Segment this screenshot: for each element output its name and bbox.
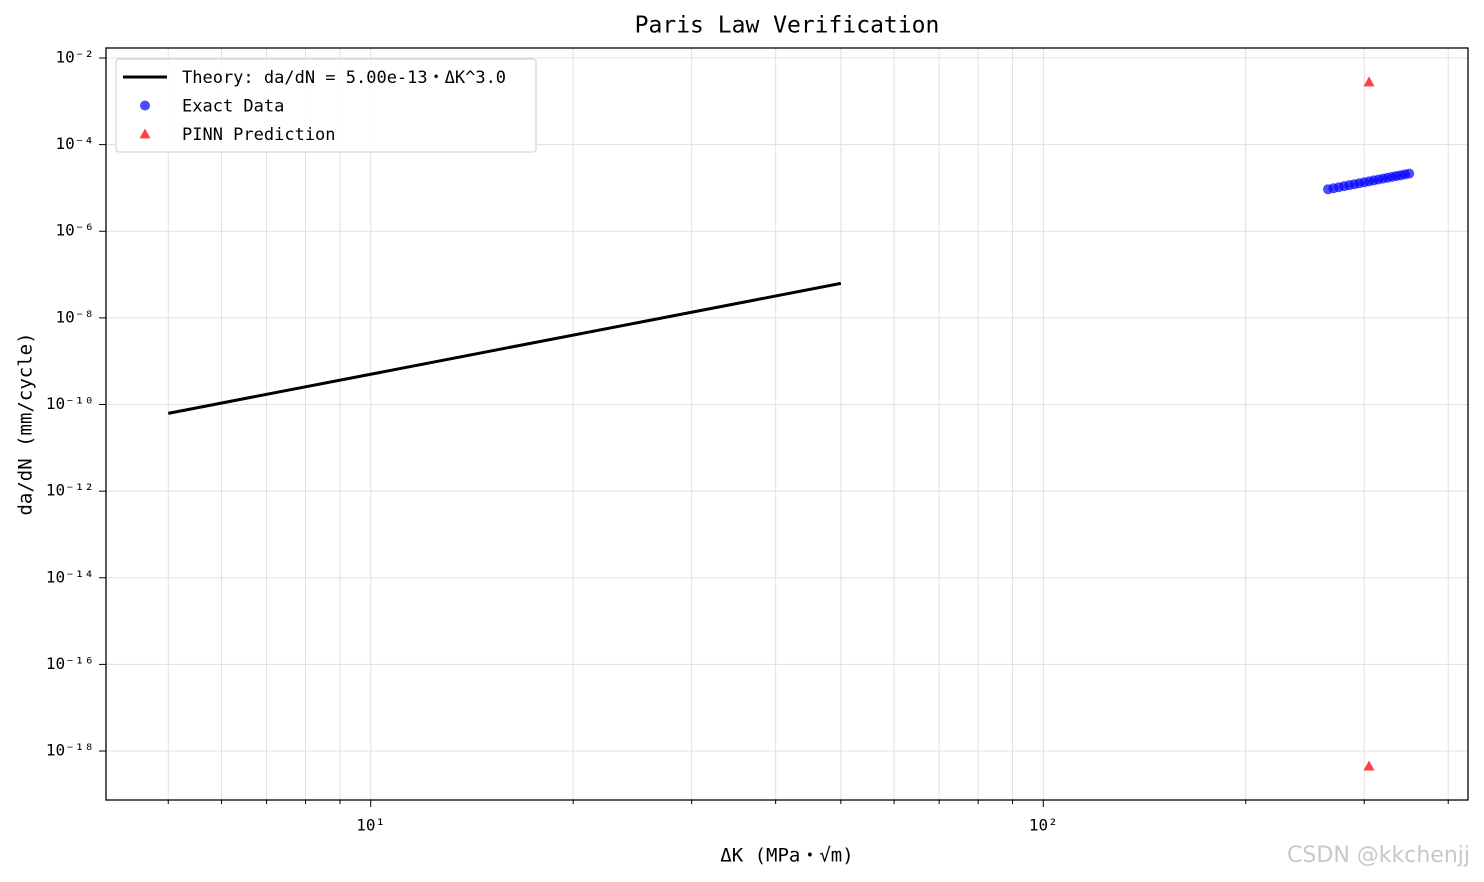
y-axis-label: da/dN (mm/cycle)	[15, 332, 37, 515]
data-point	[1404, 168, 1415, 179]
watermark: CSDN @kkchenjj	[1287, 843, 1470, 868]
legend-label: PINN Prediction	[182, 125, 336, 145]
plot-frame	[105, 47, 1469, 801]
y-tick-label: 10⁻¹⁴	[46, 567, 94, 586]
y-tick-label: 10⁻¹⁰	[46, 394, 94, 413]
x-tick-label: 10²	[1029, 816, 1058, 835]
legend-box	[115, 58, 537, 153]
chart-title: Paris Law Verification	[635, 13, 940, 39]
data-point	[1363, 760, 1375, 771]
y-tick-label: 10⁻¹⁸	[46, 741, 94, 760]
data-point	[1363, 76, 1375, 87]
y-tick-label: 10⁻⁸	[55, 307, 94, 326]
y-tick-label: 10⁻¹⁶	[46, 654, 94, 673]
theory-line	[167, 281, 842, 415]
x-tick-label: 10¹	[356, 816, 385, 835]
legend-marker	[139, 128, 151, 139]
legend-label: Theory: da/dN = 5.00e-13・ΔK^3.0	[182, 68, 506, 88]
y-tick-label: 10⁻⁶	[55, 221, 94, 240]
y-tick-label: 10⁻²	[55, 47, 94, 66]
legend-label: Exact Data	[182, 97, 284, 117]
legend-marker	[140, 100, 150, 111]
y-tick-label: 10⁻⁴	[55, 134, 94, 153]
x-axis-label: ΔK (MPa・√m)	[720, 845, 853, 867]
y-tick-label: 10⁻¹²	[46, 481, 94, 500]
